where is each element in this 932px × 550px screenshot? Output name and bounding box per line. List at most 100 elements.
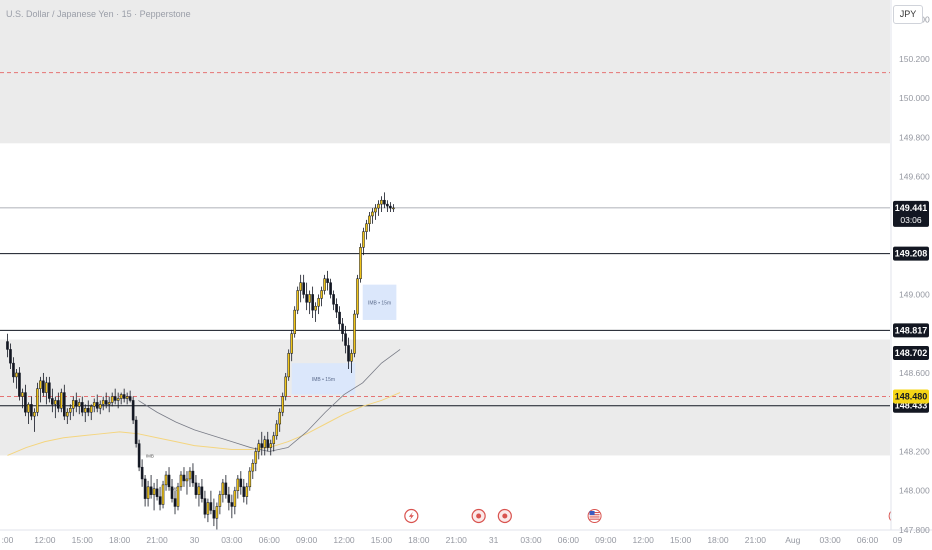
candle (101, 396, 105, 411)
imbalance-box-1[interactable] (362, 284, 397, 320)
candle-body (146, 486, 150, 499)
candle (185, 471, 189, 495)
candle (6, 333, 9, 358)
candle-body (296, 290, 299, 311)
price-tick-label: 149.600 (899, 172, 930, 182)
candle-body (308, 294, 311, 303)
supply-demand-zone-0[interactable] (0, 0, 890, 144)
candle-body (344, 333, 347, 346)
candle-body (107, 402, 111, 405)
candle (248, 467, 252, 491)
level-price-tag[interactable] (893, 323, 929, 338)
candle (287, 349, 290, 381)
zones-layer (0, 0, 890, 456)
candle (236, 475, 240, 499)
candle (95, 394, 99, 413)
us-flag-event-icon[interactable] (587, 509, 602, 523)
candle-body (323, 278, 326, 291)
candle-body (45, 382, 48, 393)
candle (125, 392, 129, 405)
candle (83, 404, 87, 423)
candle-body (221, 482, 225, 495)
small-imb-label-0: IMB (146, 453, 154, 458)
candle (335, 298, 338, 318)
candle-body (161, 484, 165, 505)
candle-body (95, 402, 99, 409)
candle (353, 310, 356, 358)
imbalance-box-0[interactable] (291, 363, 356, 395)
candle (374, 204, 377, 220)
candle-body (254, 451, 258, 464)
candle-body (200, 486, 204, 499)
currency-button[interactable]: JPY (893, 5, 923, 24)
candle-body (197, 486, 201, 495)
candle (158, 486, 162, 511)
candle-body (299, 282, 302, 291)
candle-body (110, 396, 114, 403)
candle (332, 290, 335, 311)
price-tick-label: 150.200 (899, 54, 930, 64)
time-tick-label: 06:00 (857, 535, 879, 545)
candle (98, 400, 102, 415)
candle-body (335, 304, 338, 313)
candle-body (212, 510, 216, 519)
price-label-text: 148.702 (895, 348, 928, 358)
candle-body (371, 211, 374, 217)
candle-body (83, 408, 87, 413)
flash-event-icon[interactable] (404, 508, 419, 524)
candle-body (359, 247, 362, 279)
candle (302, 274, 305, 299)
price-tick-label: 149.000 (899, 289, 930, 299)
candle-body (224, 482, 228, 495)
candle (260, 431, 264, 456)
price-axis[interactable] (891, 0, 932, 550)
candle (24, 384, 27, 417)
record-event-icon[interactable] (497, 508, 512, 524)
price-label-box[interactable] (893, 389, 929, 404)
candle (170, 478, 174, 503)
candle (299, 274, 302, 303)
candle-body (191, 470, 195, 484)
candle-body (320, 290, 323, 299)
price-label-box[interactable] (893, 200, 929, 227)
candle-body (33, 411, 36, 417)
candle-body (71, 400, 75, 409)
candle-body (230, 502, 234, 507)
time-tick-label: 06:00 (259, 535, 281, 545)
candle-body (51, 398, 54, 405)
candle (122, 388, 126, 403)
price-label-text: 148.480 (895, 392, 928, 402)
candle (323, 274, 326, 295)
candle-body (152, 488, 156, 495)
candle (311, 286, 314, 318)
record-event-icon[interactable] (471, 508, 486, 524)
candle-body (12, 362, 15, 378)
candle (140, 459, 144, 487)
candle-body (158, 496, 162, 505)
time-tick-label: 15:00 (670, 535, 692, 545)
candle (12, 357, 15, 383)
candle-body (36, 388, 39, 413)
candle (209, 490, 213, 515)
candle-body (365, 223, 368, 232)
time-tick-label: 03:00 (221, 535, 243, 545)
candle-body (302, 282, 305, 295)
candle (296, 286, 299, 315)
countdown-text: 03:06 (900, 215, 922, 225)
price-label-box[interactable] (893, 345, 929, 360)
candle (197, 482, 201, 507)
moving-averages-layer (7, 349, 401, 456)
time-tick-label: 03:00 (520, 535, 542, 545)
candle (54, 396, 57, 419)
candle-body (329, 282, 332, 295)
candle-body (263, 439, 267, 448)
level-price-tag[interactable] (893, 246, 929, 261)
candle-body (18, 372, 21, 397)
time-tick-label: 09:00 (595, 535, 617, 545)
candle (281, 392, 285, 417)
candle-body (284, 376, 287, 397)
candle (45, 376, 48, 405)
candle (227, 486, 231, 511)
time-tick-label: 18:00 (109, 535, 131, 545)
